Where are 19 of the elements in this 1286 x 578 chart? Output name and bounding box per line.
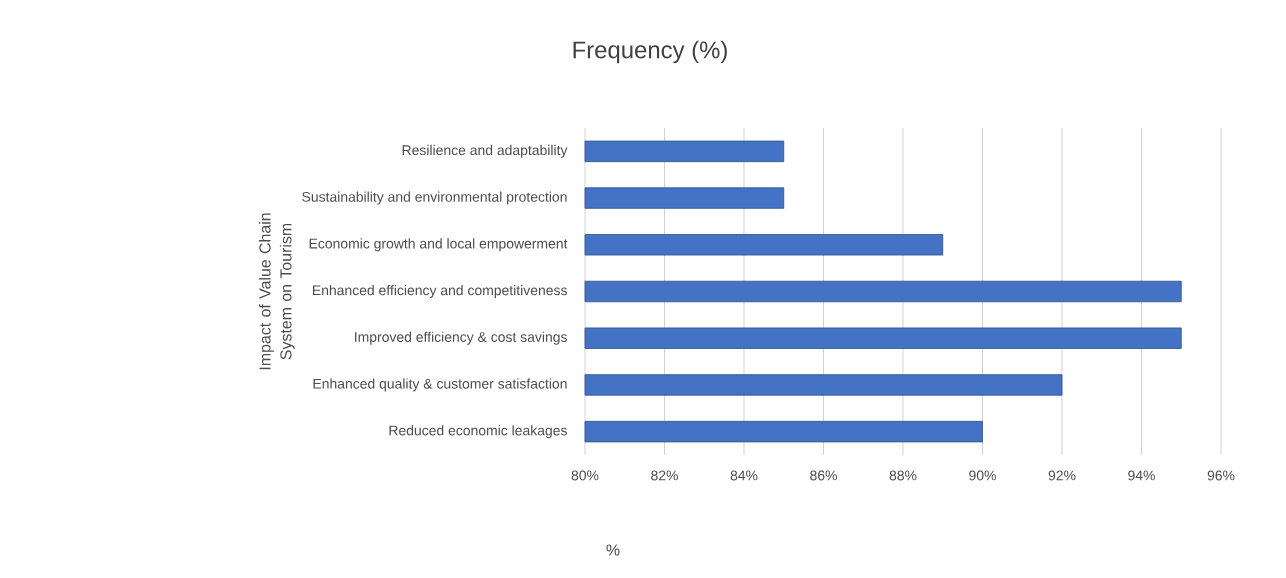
y-tick-label: Enhanced efficiency and competitiveness [313, 284, 567, 298]
x-tick-label: 84% [730, 470, 758, 481]
y-tick-label: Reduced economic leakages [389, 425, 567, 439]
y-tick-label: Enhanced quality & customer satisfaction [313, 378, 567, 392]
chart-title: Frequency (%) [573, 40, 727, 64]
y-tick-label: Resilience and adaptability [402, 144, 568, 158]
y-tick-label: Economic growth and local empowerment [309, 238, 568, 252]
x-tick-label: 90% [969, 470, 996, 481]
x-tick-label: 80% [571, 470, 599, 481]
x-tick-label: 82% [651, 470, 678, 481]
x-axis-title: % [606, 544, 620, 556]
x-tick-label: 94% [1128, 470, 1155, 481]
y-tick-label: Improved efficiency & cost savings [355, 331, 567, 345]
y-axis-title: Impact of Value Chain System on Tourism [258, 213, 295, 370]
x-tick-label: 96% [1207, 470, 1235, 481]
x-tick-label: 92% [1048, 470, 1076, 481]
y-tick-label: Sustainability and environmental protection [302, 191, 567, 205]
x-tick-label: 86% [810, 470, 837, 481]
x-tick-label: 88% [889, 470, 917, 481]
